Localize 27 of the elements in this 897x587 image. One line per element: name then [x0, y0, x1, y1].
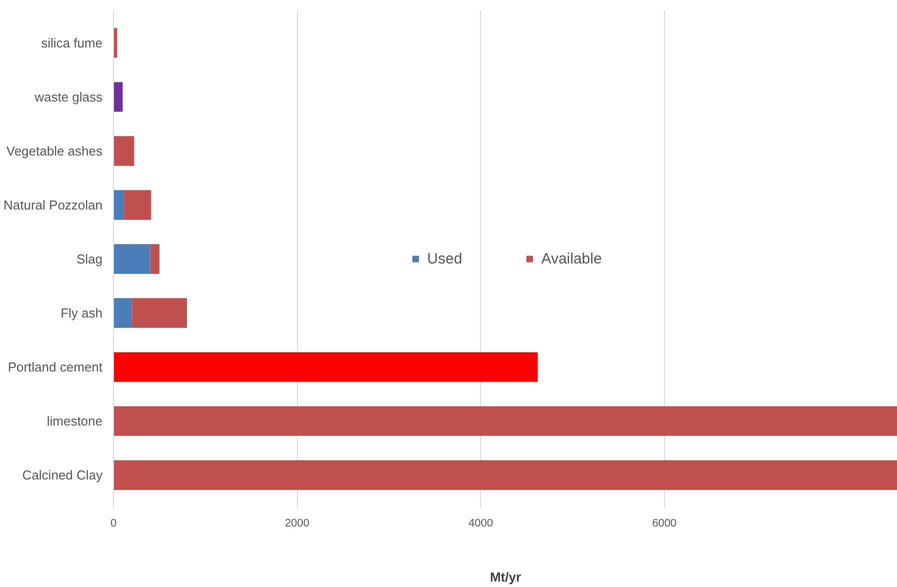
bar [114, 82, 123, 112]
bar [150, 244, 160, 274]
x-tick-label: 0 [110, 518, 117, 530]
bar [114, 406, 897, 436]
legend-label: Used [427, 250, 462, 267]
bar [132, 298, 187, 328]
y-tick-label: Portland cement [8, 360, 103, 375]
y-tick-label: Fly ash [60, 306, 103, 321]
bar [114, 298, 132, 328]
y-tick-label: Natural Pozzolan [4, 197, 102, 212]
bar [114, 244, 150, 274]
bar [114, 352, 538, 382]
x-tick-label: 4000 [468, 518, 493, 530]
x-axis-title: Mt/yr [490, 570, 522, 584]
y-tick-label: Calcined Clay [22, 468, 103, 483]
y-tick-label: waste glass [34, 89, 103, 104]
y-tick-label: Vegetable ashes [6, 143, 103, 158]
bar [114, 136, 134, 166]
bar [114, 190, 124, 220]
bar [124, 190, 152, 220]
x-tick-label: 6000 [652, 518, 677, 530]
legend-label: Available [541, 250, 602, 267]
x-tick-label: 2000 [284, 518, 310, 530]
bar [114, 460, 897, 490]
y-tick-label: silica fume [41, 35, 103, 50]
y-tick-label: Slag [76, 252, 103, 266]
y-tick-label: limestone [46, 414, 103, 429]
